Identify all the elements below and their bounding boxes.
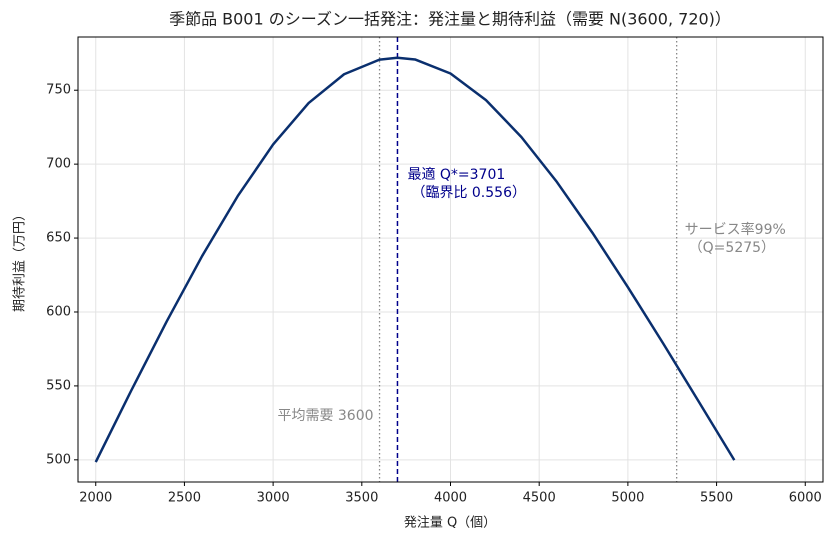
x-tick-label: 5000 [611, 491, 644, 506]
annotation: 平均需要 3600 [277, 408, 373, 424]
x-tick-label: 3000 [257, 491, 290, 506]
y-tick-label: 750 [46, 83, 71, 98]
x-tick-label: 3500 [345, 491, 378, 506]
y-tick-label: 650 [46, 231, 71, 246]
x-tick-label: 6000 [789, 491, 822, 506]
data-line [94, 56, 736, 463]
annotation: （Q=5275） [689, 240, 775, 256]
x-tick-label: 2000 [79, 491, 112, 506]
annotation: 最適 Q*=3701 [407, 166, 505, 183]
annotation: サービス率99% [685, 221, 786, 238]
x-axis-label: 発注量 Q（個） [404, 516, 496, 531]
x-tick-label: 4000 [434, 491, 467, 506]
x-tick-label: 5500 [700, 491, 733, 506]
x-tick-label: 4500 [523, 491, 556, 506]
y-tick-label: 700 [46, 157, 71, 172]
plot-frame [77, 36, 824, 483]
y-tick-label: 550 [46, 378, 71, 393]
y-axis-label: 期待利益（万円） [13, 208, 28, 312]
annotation: （臨界比 0.556） [411, 185, 526, 201]
y-tick-label: 500 [46, 452, 71, 467]
y-tick-label: 600 [46, 304, 71, 319]
chart-title: 季節品 B001 のシーズン一括発注：発注量と期待利益（需要 N(3600, 7… [169, 10, 731, 29]
x-tick-label: 2500 [168, 491, 201, 506]
